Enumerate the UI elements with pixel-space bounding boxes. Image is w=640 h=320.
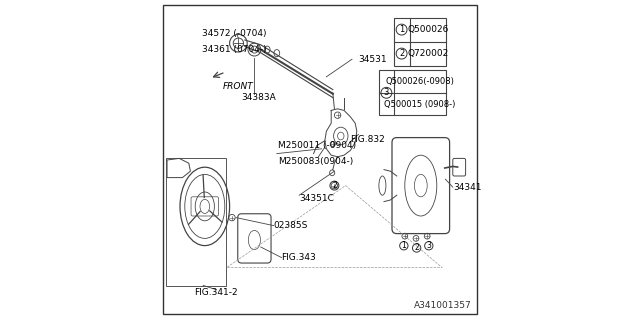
Bar	[166, 158, 226, 286]
Text: 2: 2	[399, 49, 404, 58]
Bar	[380, 70, 447, 115]
Text: Q500015 (0908-): Q500015 (0908-)	[384, 100, 456, 108]
Text: Q500026(-0908): Q500026(-0908)	[385, 77, 454, 86]
Text: 34341: 34341	[453, 183, 481, 192]
Text: 34572 (-0704): 34572 (-0704)	[202, 29, 266, 38]
Text: 3: 3	[426, 241, 431, 250]
Text: FIG.341-2: FIG.341-2	[194, 288, 238, 297]
Text: Q500026: Q500026	[407, 25, 449, 34]
Text: 1: 1	[399, 25, 404, 34]
Text: 34531: 34531	[358, 55, 387, 64]
Text: FRONT: FRONT	[223, 82, 253, 91]
Text: M250083(0904-): M250083(0904-)	[278, 157, 354, 166]
Text: 3: 3	[384, 88, 389, 97]
Text: A341001357: A341001357	[414, 301, 472, 310]
Text: Q720002: Q720002	[408, 49, 449, 58]
Text: 34351C: 34351C	[300, 194, 334, 203]
Text: 02385S: 02385S	[274, 221, 308, 230]
Text: FIG.343: FIG.343	[282, 253, 316, 262]
Text: 34361 (0704-): 34361 (0704-)	[202, 45, 266, 54]
Text: 2: 2	[332, 181, 337, 190]
Bar	[394, 18, 447, 66]
Text: M250011 (-0904): M250011 (-0904)	[278, 141, 356, 150]
Text: 2: 2	[414, 244, 419, 252]
Text: FIG.832: FIG.832	[351, 135, 385, 144]
Text: 34383A: 34383A	[242, 93, 276, 102]
Text: 1: 1	[401, 241, 406, 250]
